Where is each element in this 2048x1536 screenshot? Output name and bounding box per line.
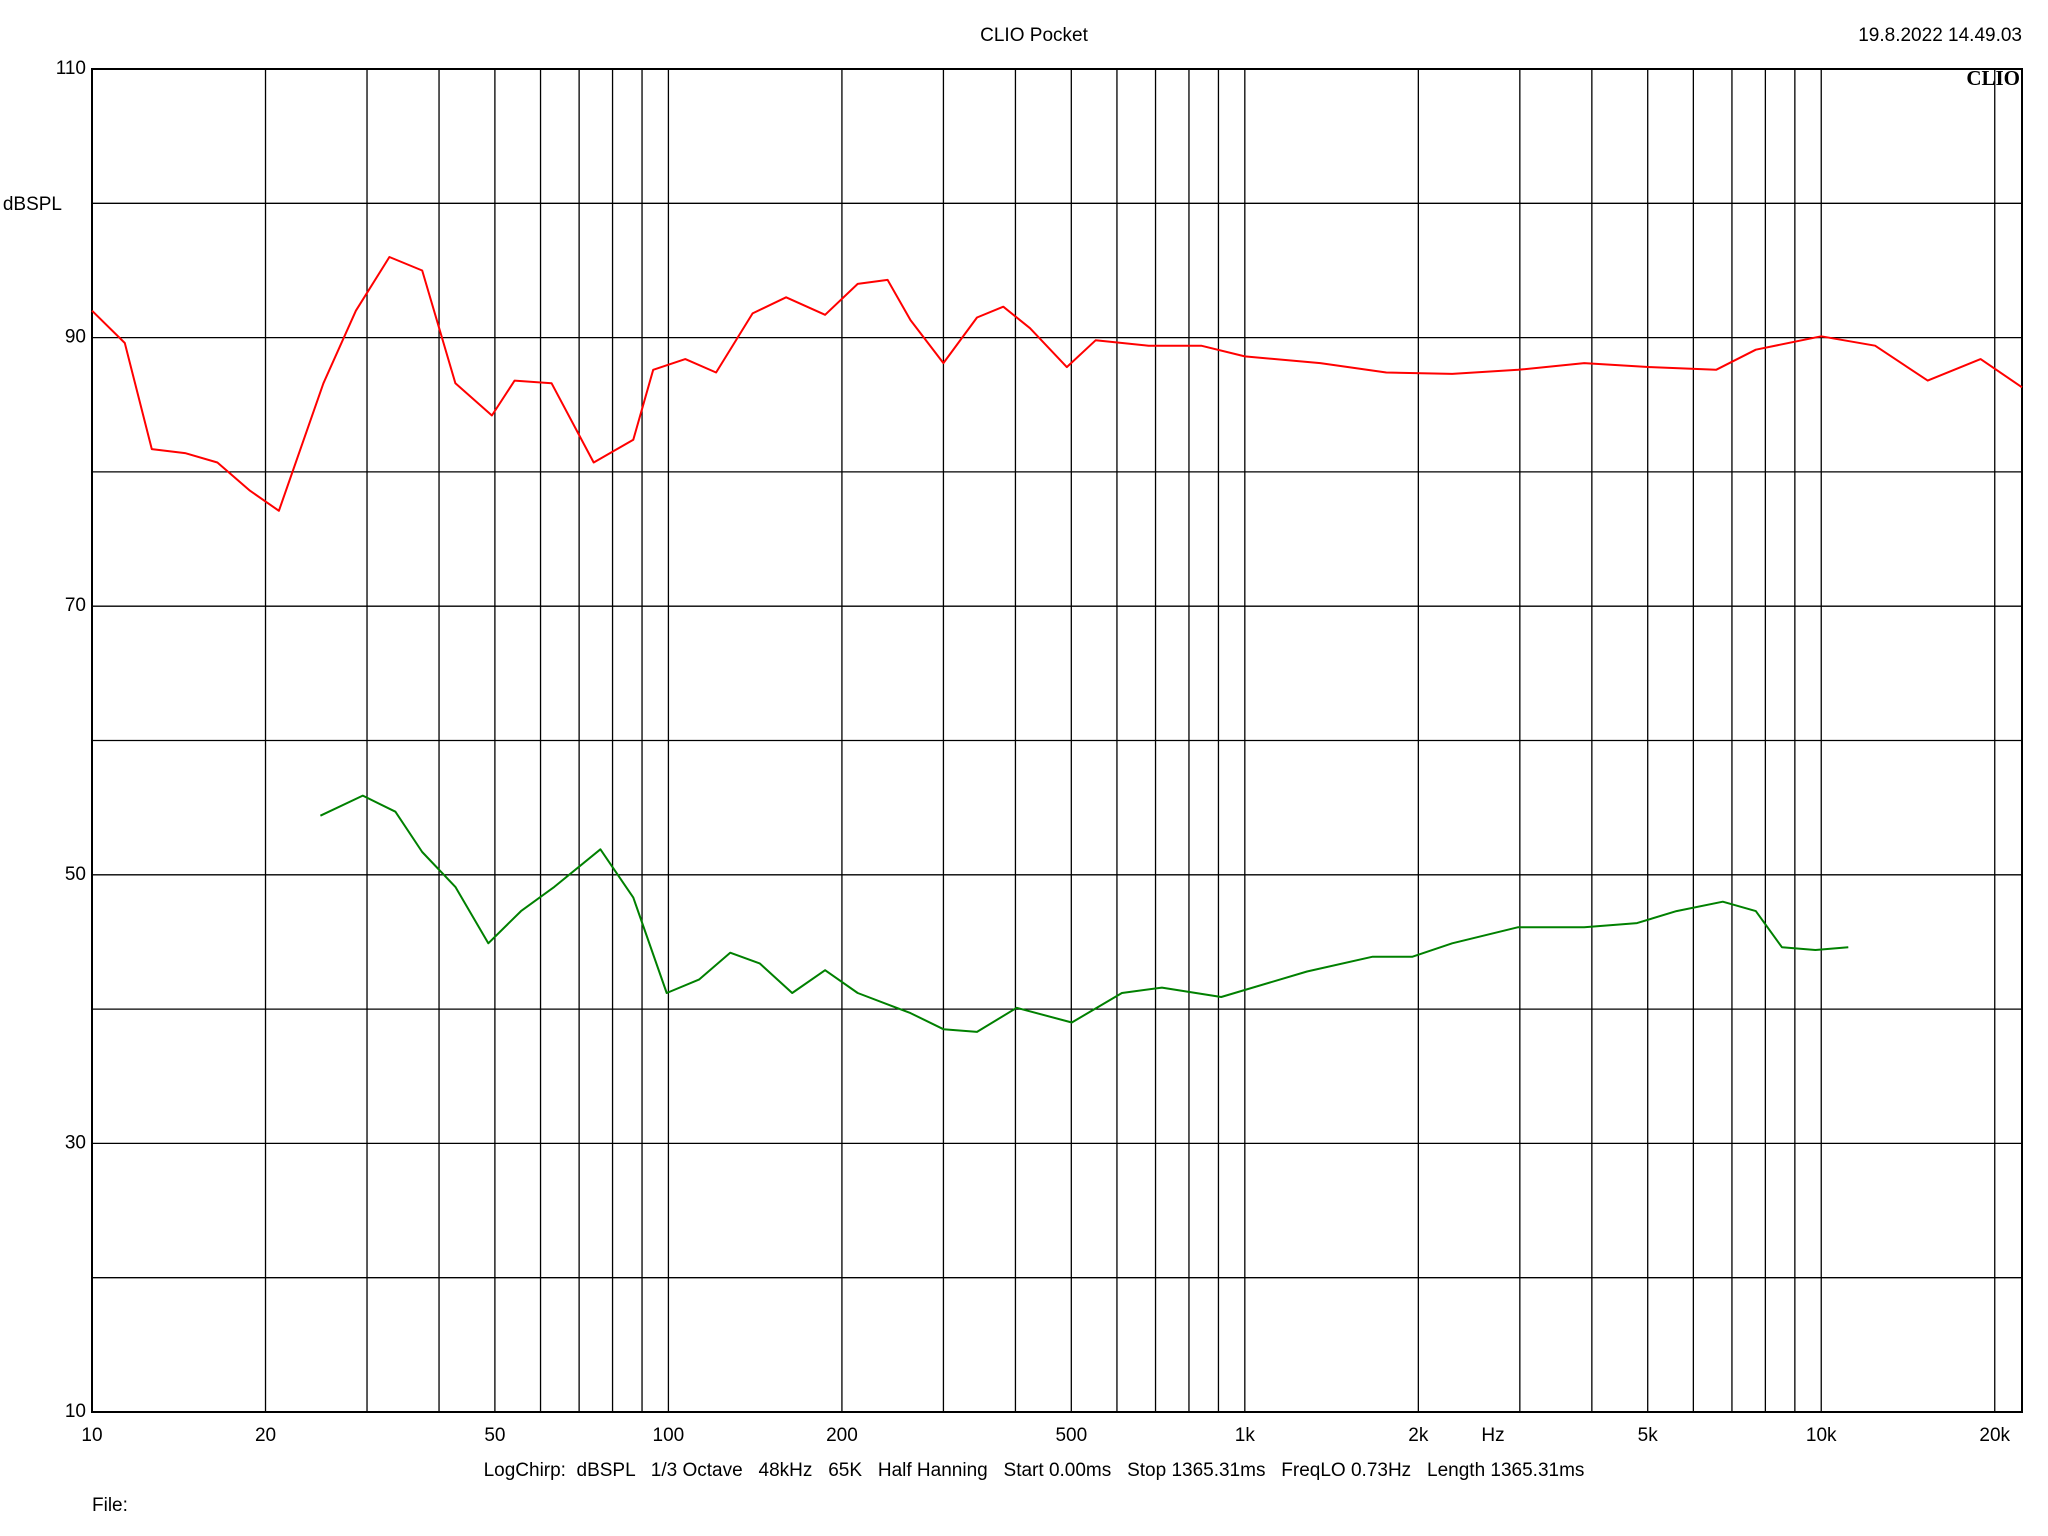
x-tick-label: 10 (81, 1425, 102, 1446)
timestamp: 19.8.2022 14.49.03 (1858, 25, 2022, 46)
y-tick-label: 90 (65, 327, 86, 348)
y-tick-label: 70 (65, 595, 86, 616)
x-tick-label: 10k (1806, 1425, 1837, 1446)
file-label: File: (92, 1495, 128, 1516)
y-tick-label: 30 (65, 1132, 86, 1153)
data-line (91, 256, 2023, 512)
y-tick-label: 50 (65, 864, 86, 885)
x-tick-label: 20 (255, 1425, 276, 1446)
plot-frame (91, 68, 2023, 1413)
chart-title: CLIO Pocket (980, 25, 1088, 46)
footer: LogChirp: dBSPL 1/3 Octave 48kHz 65K Hal… (484, 1460, 1585, 1481)
y-axis-label: dBSPL (3, 194, 62, 215)
x-tick-label: 20k (1979, 1425, 2010, 1446)
y-tick-label: 110 (56, 58, 86, 79)
x-tick-label: 2k (1408, 1425, 1429, 1446)
x-tick-label: 500 (1055, 1425, 1087, 1446)
x-tick-label: 5k (1638, 1425, 1659, 1446)
y-tick-label: 10 (65, 1401, 86, 1422)
x-tick-label: 1k (1235, 1425, 1256, 1446)
x-axis-label: Hz (1481, 1425, 1504, 1446)
x-tick-label: 200 (826, 1425, 858, 1446)
data-line (319, 794, 1849, 1033)
x-tick-label: 100 (653, 1425, 685, 1446)
x-tick-label: 50 (484, 1425, 505, 1446)
